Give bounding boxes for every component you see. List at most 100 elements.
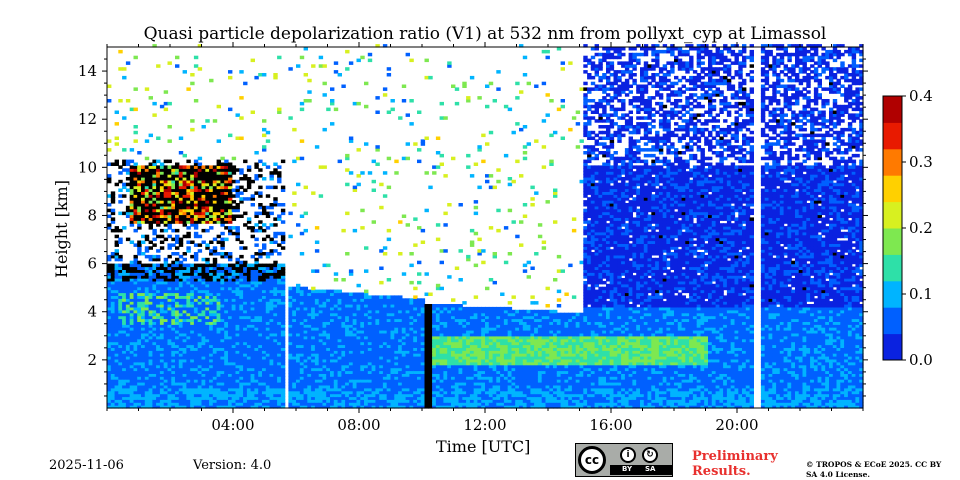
heatmap-cell [110,286,116,291]
heatmap-cell [107,309,112,314]
heatmap-cell [212,269,218,273]
heatmap-cell [409,335,414,340]
heatmap-cell [314,396,320,400]
heatmap-cell [205,177,210,181]
heatmap-cell [125,315,131,320]
heatmap-cell [133,55,138,60]
heatmap-cell [258,390,263,395]
heatmap-cell [280,312,286,317]
heatmap-cell [420,402,426,406]
heatmap-cell [110,315,116,320]
heatmap-cell [382,405,388,409]
heatmap-cell [246,226,252,230]
heatmap-cell [156,312,161,317]
heatmap-cell [224,205,229,210]
heatmap-cell [265,367,271,372]
heatmap-cell [288,361,293,366]
heatmap-cell [367,347,373,351]
heatmap-cell [209,373,214,377]
heatmap-cell [231,214,237,218]
heatmap-cell [420,298,426,302]
heatmap-cell [303,286,308,291]
heatmap-cell [371,402,376,406]
heatmap-cell [273,335,278,340]
heatmap-cell [371,379,376,383]
heatmap-cell [258,306,263,311]
heatmap-cell [205,327,210,331]
heatmap-cell [356,335,361,340]
heatmap-cell [401,405,407,409]
heatmap-cell [197,179,203,184]
heatmap-cell [333,312,339,317]
heatmap-cell [367,396,373,400]
heatmap-cell [201,171,206,175]
heatmap-cell [231,179,237,184]
heatmap-cell [250,254,255,259]
heatmap-cell [417,393,422,398]
heatmap-cell [186,171,191,175]
heatmap-cell [250,228,255,233]
heatmap-cell [175,194,180,198]
heatmap-cell [303,405,308,409]
heatmap-cell [141,280,146,285]
heatmap-cell [269,390,274,395]
heatmap-cell [231,312,237,317]
heatmap-cell [148,387,153,392]
heatmap-cell [235,350,240,354]
heatmap-cell [345,252,350,256]
heatmap-cell [303,309,308,314]
heatmap-cell [137,217,142,221]
heatmap-cell [367,376,373,380]
heatmap-cell [118,272,123,276]
heatmap-cell [364,356,369,360]
heatmap-cell [277,283,282,288]
heatmap-cell [205,243,210,247]
heatmap-cell [420,306,426,311]
heatmap-cell [193,211,199,216]
heatmap-cell [382,309,388,314]
heatmap-cell [258,194,263,198]
heatmap-cell [258,185,263,190]
heatmap-cell [288,364,293,369]
heatmap-cell [133,283,138,288]
heatmap-cell [299,364,305,369]
heatmap-cell [311,358,316,363]
heatmap-cell [258,341,263,346]
heatmap-cell [265,278,271,282]
heatmap-cell [133,220,138,224]
heatmap-cell [322,324,327,328]
heatmap-cell [107,214,112,218]
heatmap-cell [420,361,426,366]
heatmap-cell [250,226,255,230]
heatmap-cell [220,341,225,346]
heatmap-cell [175,252,180,256]
heatmap-cell [390,304,395,308]
heatmap-cell [262,243,267,247]
heatmap-cell [159,387,165,392]
heatmap-cell [417,364,422,369]
heatmap-cell [231,350,237,354]
heatmap-cell [144,171,150,175]
heatmap-cell [220,384,225,389]
heatmap-cell [265,318,271,322]
heatmap-cell [348,304,354,308]
heatmap-cell [167,390,172,395]
heatmap-cell [167,197,172,201]
heatmap-cell [356,379,361,383]
heatmap-cell [137,330,142,334]
heatmap-cell [364,327,369,331]
heatmap-cell [318,165,324,169]
heatmap-cell [133,312,138,317]
heatmap-cell [273,162,278,166]
heatmap-cell [265,283,271,288]
heatmap-cell [129,376,135,380]
heatmap-cell [144,179,150,184]
heatmap-cell [273,358,278,363]
heatmap-cell [178,364,184,369]
heatmap-cell [129,188,135,192]
heatmap-cell [201,382,206,386]
heatmap-cell [205,405,210,409]
heatmap-cell [371,353,376,357]
heatmap-cell [110,200,116,204]
heatmap-cell [375,309,380,314]
